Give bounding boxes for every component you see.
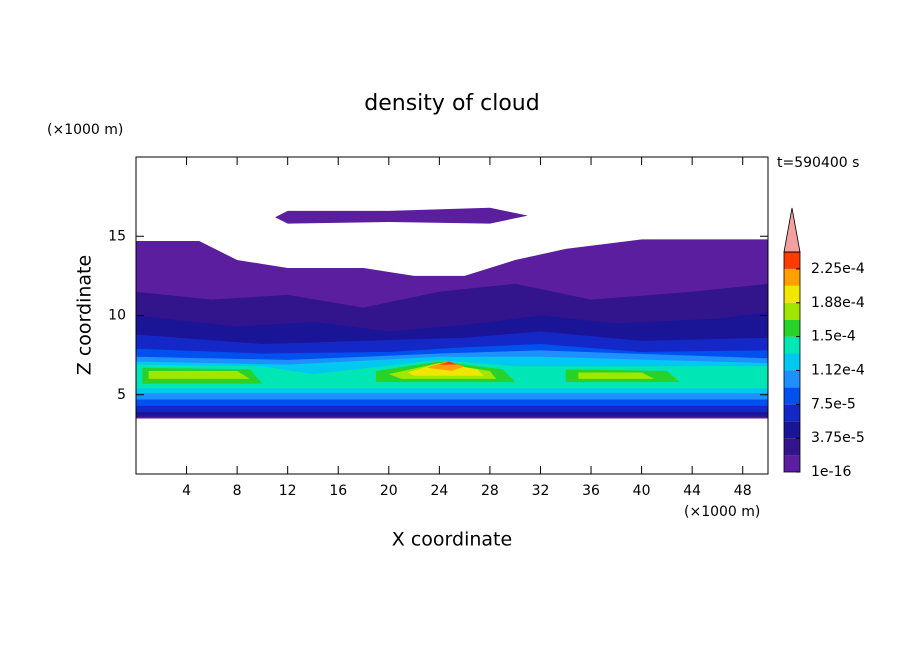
colorbar-tick-label: 1.12e-4 [811, 362, 865, 378]
time-label: t=590400 s [777, 155, 859, 171]
contour-fill [439, 361, 458, 365]
colorbar-band [784, 268, 800, 286]
colorbar-tick-label: 1.5e-4 [811, 329, 856, 345]
colorbar-tick-label: 1e-16 [811, 464, 851, 480]
colorbar-band [784, 336, 800, 354]
x-axis-label: X coordinate [392, 529, 512, 551]
colorbar-band [784, 438, 800, 456]
colorbar-extend [783, 207, 801, 253]
chart-title: density of cloud [364, 91, 539, 116]
x-unit: (×1000 m) [684, 504, 760, 520]
colorbar-tick-label: 7.5e-5 [811, 396, 856, 412]
x-tick-label: 4 [182, 483, 191, 499]
colorbar-band [784, 455, 800, 472]
y-axis-label: Z coordinate [74, 255, 96, 375]
colorbar-band [784, 404, 800, 422]
y-tick-label: 15 [108, 228, 126, 244]
contour-fill [578, 372, 655, 379]
y-tick-label: 10 [108, 308, 126, 324]
x-tick-label: 8 [233, 483, 242, 499]
y-unit: (×1000 m) [47, 122, 123, 138]
colorbar-band [784, 370, 800, 388]
colorbar-tick-label: 3.75e-5 [811, 430, 865, 446]
colorbar-band [784, 421, 800, 439]
x-tick-label: 20 [380, 483, 398, 499]
x-tick-label: 28 [481, 483, 499, 499]
x-tick-label: 32 [532, 483, 550, 499]
x-tick-label: 24 [430, 483, 448, 499]
colorbar-band [784, 285, 800, 303]
x-tick-label: 12 [279, 483, 297, 499]
y-tick-label: 5 [117, 387, 126, 403]
contour-fill [148, 370, 250, 379]
x-tick-label: 44 [683, 483, 701, 499]
x-tick-label: 40 [633, 483, 651, 499]
colorbar-tick-label: 1.88e-4 [811, 295, 865, 311]
x-tick-label: 36 [582, 483, 600, 499]
x-tick-label: 48 [734, 483, 752, 499]
colorbar-band [784, 252, 800, 269]
colorbar-frame [783, 251, 801, 473]
colorbar-band [784, 353, 800, 371]
x-tick-label: 16 [329, 483, 347, 499]
colorbar-band [784, 387, 800, 405]
colorbar-band [784, 319, 800, 337]
contour-fill [426, 361, 465, 371]
colorbar-tick-label: 2.25e-4 [811, 261, 865, 277]
colorbar-band [784, 302, 800, 320]
contour-fill [275, 207, 528, 224]
